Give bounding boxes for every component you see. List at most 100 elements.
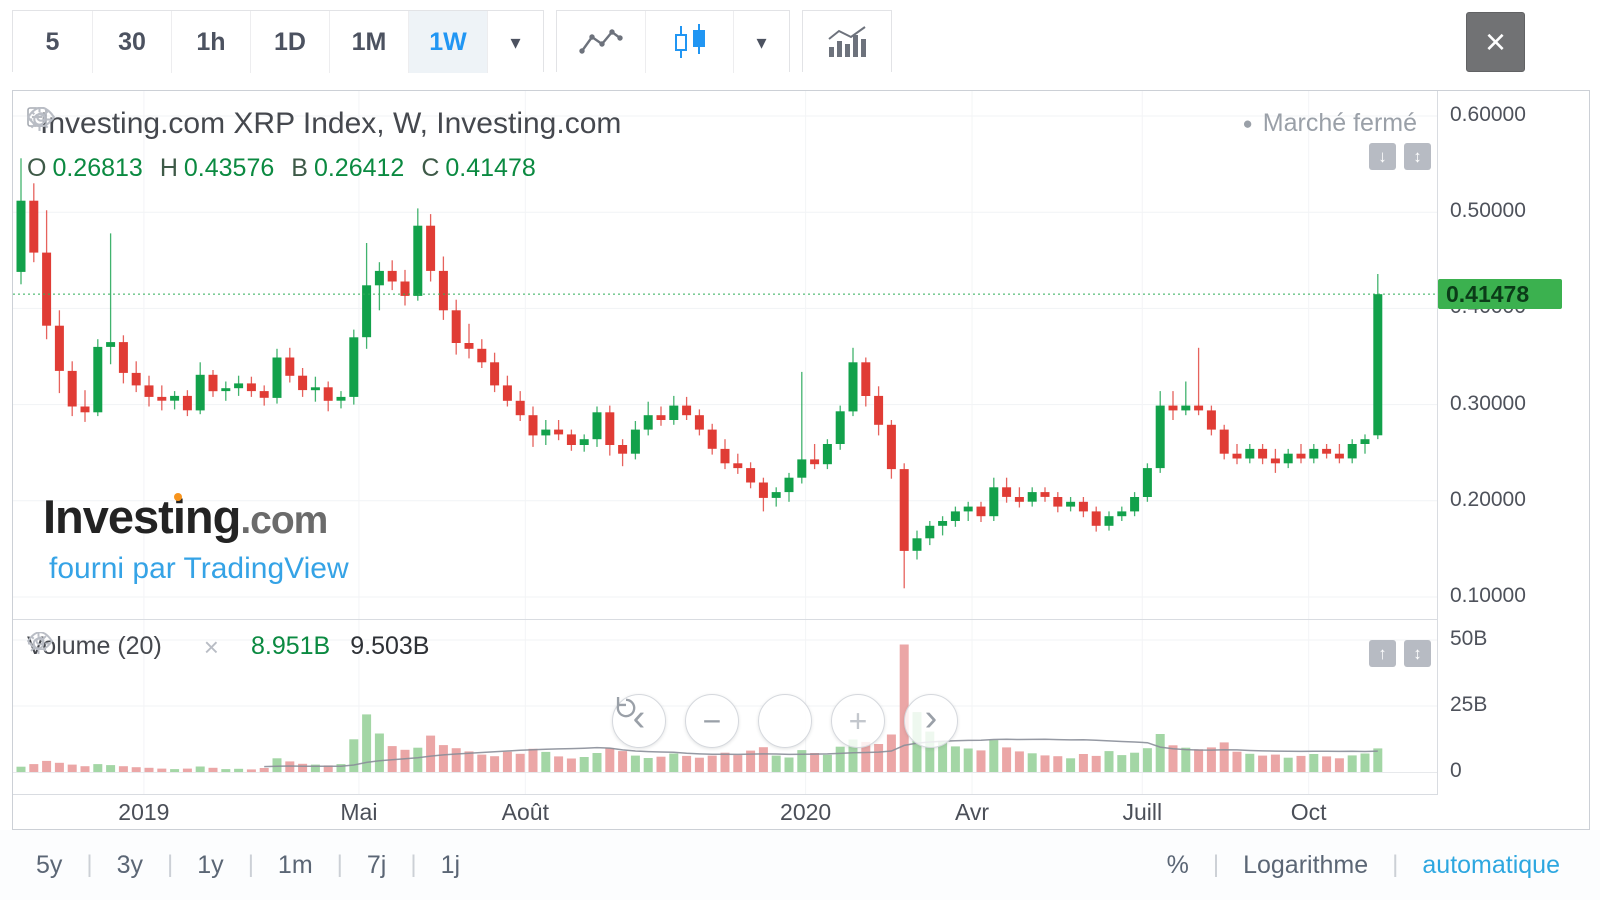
separator: | — [86, 851, 93, 878]
chevron-down-icon: ▾ — [510, 31, 521, 54]
maximize-volume-pane-button[interactable]: ↕ — [1404, 640, 1431, 667]
chevron-right-icon: › — [924, 697, 938, 739]
scale-buttons: % | Logarithme | automatique — [1167, 851, 1560, 880]
candlestick-icon — [668, 23, 712, 61]
price-axis-label: 0.30000 — [1450, 391, 1526, 415]
indicators-button[interactable] — [803, 11, 891, 73]
range-button-1m[interactable]: 1m — [277, 850, 313, 879]
range-button-3y[interactable]: 3y — [116, 850, 144, 879]
volume-pane-controls: ↑ ↕ — [1361, 640, 1431, 667]
arrow-updown-icon: ↕ — [1413, 146, 1422, 166]
volume-legend: Volume (20) — [27, 632, 429, 661]
volume-chart[interactable] — [13, 620, 1437, 794]
interval-dropdown-button[interactable]: ▾ — [487, 11, 543, 73]
chart-title: Investing.com XRP Index, W, Investing.co… — [40, 107, 622, 140]
arrow-down-icon: ↓ — [1378, 146, 1387, 166]
close-icon: × — [1484, 21, 1507, 62]
chart-legend: Investing.com XRP Index, W, Investing.co… — [27, 107, 647, 183]
top-toolbar: 5 30 1h 1D 1M 1W ▾ — [12, 10, 892, 73]
price-axis-label: 0.20000 — [1450, 487, 1526, 511]
price-axis-label: 0.50000 — [1450, 199, 1526, 223]
reset-view-button[interactable] — [616, 694, 812, 748]
chart-area: Investing.com XRP Index, W, Investing.co… — [12, 90, 1590, 830]
chart-type-group: ▾ — [556, 10, 790, 73]
tradingview-credit: fourni par TradingView — [49, 552, 349, 585]
interval-button-1h[interactable]: 1h — [171, 11, 250, 73]
separator: | — [167, 851, 174, 878]
volume-axis[interactable]: 50B 25B 0 — [1438, 620, 1589, 794]
separator: | — [1212, 851, 1220, 878]
range-button-1j[interactable]: 1j — [440, 850, 461, 879]
price-pane[interactable]: Investing.com XRP Index, W, Investing.co… — [13, 91, 1438, 620]
volume-axis-label: 25B — [1450, 693, 1488, 716]
scroll-left-button[interactable]: ‹ — [612, 694, 666, 748]
price-axis[interactable]: 0.600000.500000.400000.300000.200000.100… — [1438, 91, 1589, 619]
volume-axis-label: 50B — [1450, 627, 1488, 650]
arrow-up-icon: ↑ — [1378, 643, 1387, 663]
maximize-pane-button[interactable]: ↕ — [1404, 143, 1431, 170]
ohlc-value: 0.43576 — [183, 154, 275, 182]
time-axis-label: 2020 — [780, 799, 832, 825]
market-status: ● Marché fermé — [1243, 109, 1418, 138]
time-axis[interactable]: 2019 Mai Août 2020 Avr Juill Oct — [13, 795, 1589, 828]
price-axis-label: 0.10000 — [1450, 584, 1526, 607]
price-pane-controls: ↓ ↕ — [1361, 143, 1431, 170]
bottom-toolbar: 5y | 3y | 1y | 1m | 7j | 1j % | Logarithme | automatiq… — [0, 830, 1600, 900]
ohlc-label: C — [421, 154, 440, 182]
volume-current-value: 8.951B — [250, 632, 331, 660]
interval-group: 5 30 1h 1D 1M 1W ▾ — [12, 10, 544, 73]
time-axis-label: Août — [501, 799, 549, 825]
time-axis-label: Mai — [340, 799, 378, 825]
indicators-group — [802, 10, 892, 73]
separator: | — [410, 851, 417, 878]
line-chart-icon — [578, 25, 624, 59]
candlestick-chart[interactable] — [13, 91, 1437, 619]
candlestick-chart-type-button[interactable] — [645, 11, 733, 73]
time-axis-label: Juill — [1122, 799, 1163, 825]
investing-logo: Investing.com — [43, 490, 328, 543]
plus-icon: + — [848, 703, 868, 739]
interval-button-30[interactable]: 30 — [92, 11, 171, 73]
chart-type-dropdown-button[interactable]: ▾ — [733, 11, 789, 73]
ohlc-value: 0.26813 — [52, 154, 143, 182]
market-status-label: Marché fermé — [1262, 109, 1417, 137]
close-button[interactable]: × — [1466, 12, 1525, 72]
ohlc-values: O 0.26813 H 0.43576 B 0.26412 C 0.41478 — [27, 154, 647, 183]
interval-button-1W[interactable]: 1W — [408, 11, 487, 73]
separator: | — [336, 851, 343, 878]
move-pane-down-button[interactable]: ↓ — [1369, 143, 1396, 170]
zoom-in-button[interactable]: + — [831, 694, 885, 748]
time-axis-label: Avr — [954, 799, 990, 825]
minus-icon: − — [702, 703, 722, 739]
price-axis-label: 0.60000 — [1450, 103, 1526, 126]
volume-ma-value: 9.503B — [350, 632, 430, 660]
separator: | — [247, 851, 254, 878]
percent-scale-button[interactable]: % — [1166, 850, 1189, 879]
move-volume-pane-up-button[interactable]: ↑ — [1369, 640, 1396, 667]
arrow-updown-icon: ↕ — [1413, 643, 1422, 663]
volume-pane[interactable]: Volume (20) — [13, 620, 1438, 795]
range-button-5y[interactable]: 5y — [36, 850, 63, 879]
auto-scale-button[interactable]: automatique — [1422, 850, 1560, 879]
ohlc-value: 0.41478 — [445, 154, 536, 182]
interval-button-1D[interactable]: 1D — [250, 11, 329, 73]
volume-axis-label: 0 — [1450, 759, 1462, 782]
line-chart-type-button[interactable] — [557, 11, 645, 73]
ohlc-label: B — [291, 154, 308, 182]
scroll-right-button[interactable]: › — [904, 694, 958, 748]
current-price-tag: 0.41478 — [1438, 279, 1562, 310]
status-dot-icon: ● — [1242, 113, 1253, 133]
interval-button-5[interactable]: 5 — [13, 11, 92, 73]
interval-button-1M[interactable]: 1M — [329, 11, 408, 73]
remove-volume-icon[interactable]: × — [203, 631, 219, 662]
range-button-7j[interactable]: 7j — [366, 850, 387, 879]
ohlc-value: 0.26412 — [313, 154, 405, 182]
range-buttons: 5y | 3y | 1y | 1m | 7j | 1j — [36, 851, 460, 880]
zoom-out-button[interactable]: − — [685, 694, 739, 748]
chevron-down-icon: ▾ — [756, 31, 767, 54]
range-button-1y[interactable]: 1y — [197, 850, 224, 879]
chart-nav-controls: ‹ − + › — [612, 694, 958, 748]
ohlc-label: O — [27, 154, 47, 182]
ohlc-label: H — [159, 154, 178, 182]
log-scale-button[interactable]: Logarithme — [1243, 850, 1369, 879]
